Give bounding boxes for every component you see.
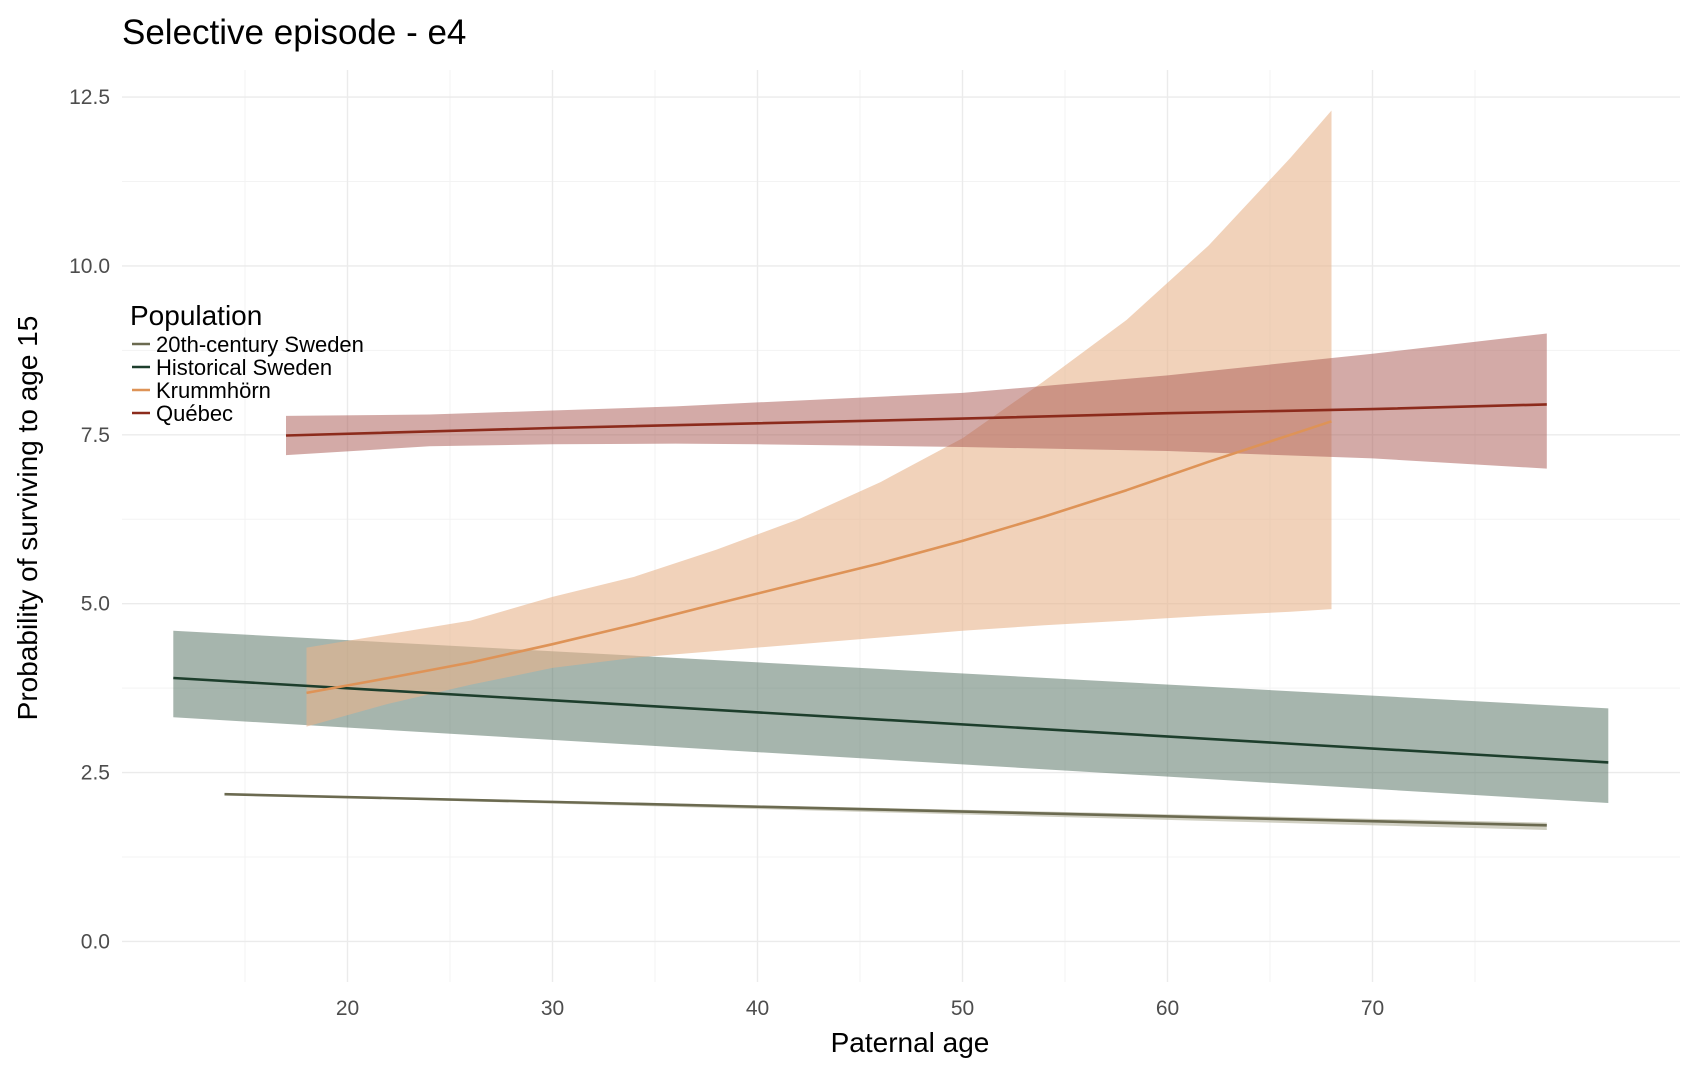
x-tick-label: 60 <box>1156 997 1179 1020</box>
y-tick-label: 12.5 <box>69 86 110 109</box>
legend: Population 20th-century SwedenHistorical… <box>130 300 364 426</box>
band-krummhorn <box>306 110 1332 727</box>
line-20th-century-sweden <box>224 792 1547 827</box>
legend-label-krummhorn: Krummhörn <box>156 378 271 403</box>
y-tick-label: 5.0 <box>81 593 110 616</box>
band-quebec <box>286 333 1547 469</box>
x-tick-label: 30 <box>541 997 564 1020</box>
y-axis-title: Probability of surviving to age 15 <box>12 316 43 721</box>
x-tick-label: 40 <box>746 997 769 1020</box>
line-quebec <box>285 403 1547 437</box>
x-tick-label: 70 <box>1361 997 1384 1020</box>
x-axis-tick-labels: 20 30 40 50 60 70 <box>336 997 1384 1020</box>
legend-title: Population <box>130 300 262 331</box>
band-historical-sweden <box>173 630 1609 803</box>
y-tick-label: 2.5 <box>81 762 110 785</box>
y-tick-label: 10.0 <box>69 255 110 278</box>
confidence-bands <box>173 110 1609 830</box>
y-tick-label: 0.0 <box>81 930 110 953</box>
legend-label-20th-century-sweden: 20th-century Sweden <box>156 332 364 357</box>
x-tick-label: 20 <box>336 997 359 1020</box>
line-krummhorn <box>306 420 1332 695</box>
chart-title: Selective episode - e4 <box>122 13 466 52</box>
x-axis-title: Paternal age <box>831 1027 990 1058</box>
line-historical-sweden <box>173 676 1609 764</box>
x-tick-label: 50 <box>951 997 974 1020</box>
legend-label-quebec: Québec <box>156 401 233 426</box>
series-lines <box>173 403 1609 827</box>
legend-label-historical-sweden: Historical Sweden <box>156 355 332 380</box>
y-axis-tick-labels: 0.0 2.5 5.0 7.5 10.0 12.5 <box>69 86 110 953</box>
y-tick-label: 7.5 <box>81 424 110 447</box>
